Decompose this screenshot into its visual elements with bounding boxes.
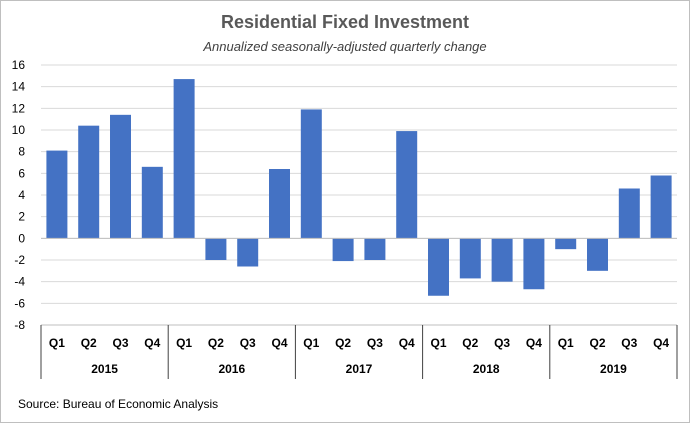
y-tick-label: -6 [14, 296, 25, 310]
source-note: Source: Bureau of Economic Analysis [18, 397, 218, 411]
y-tick-label: 2 [18, 210, 25, 224]
quarter-label: Q3 [112, 336, 128, 350]
bar [173, 79, 195, 239]
y-tick-label: 10 [12, 123, 26, 137]
bar [237, 238, 259, 267]
y-tick-label: 12 [12, 101, 26, 115]
bar [205, 238, 227, 260]
bar [396, 131, 418, 239]
bar [587, 238, 608, 271]
quarter-label: Q4 [653, 336, 669, 350]
bar [618, 188, 640, 239]
chart-subtitle: Annualized seasonally-adjusted quarterly… [202, 39, 486, 54]
quarter-label: Q4 [399, 336, 415, 350]
quarter-label: Q2 [81, 336, 97, 350]
year-label: 2016 [218, 362, 245, 376]
year-label: 2015 [91, 362, 118, 376]
y-tick-label: 0 [18, 231, 25, 245]
year-label: 2018 [473, 362, 500, 376]
quarter-label: Q2 [335, 336, 351, 350]
quarter-label: Q4 [144, 336, 160, 350]
quarter-label: Q2 [589, 336, 605, 350]
quarter-label: Q3 [240, 336, 256, 350]
bar [300, 109, 322, 239]
bar [650, 175, 672, 239]
bar [46, 150, 68, 239]
year-label: 2017 [346, 362, 373, 376]
bar [78, 125, 100, 239]
bar [491, 238, 513, 282]
bar [269, 169, 290, 239]
quarter-label: Q2 [208, 336, 224, 350]
y-tick-label: -2 [14, 253, 25, 267]
bar [459, 238, 481, 279]
quarter-label: Q3 [494, 336, 510, 350]
quarter-label: Q4 [271, 336, 287, 350]
quarter-label: Q4 [526, 336, 542, 350]
y-axis-ticks: 16 14 12 10 8 6 4 2 0 -2 -4 -6 -8 [12, 58, 26, 332]
bar [110, 114, 131, 239]
bar [523, 238, 545, 290]
bar [428, 238, 449, 296]
bar [364, 238, 386, 260]
quarter-label: Q1 [303, 336, 319, 350]
quarter-label: Q2 [462, 336, 478, 350]
y-tick-label: -8 [14, 318, 25, 332]
y-tick-label: -4 [14, 275, 25, 289]
bar [332, 238, 354, 262]
quarter-label: Q3 [367, 336, 383, 350]
y-tick-label: 16 [12, 58, 26, 72]
bar [555, 238, 577, 250]
gridlines [41, 64, 677, 326]
quarter-label: Q1 [49, 336, 65, 350]
chart-title: Residential Fixed Investment [221, 12, 469, 32]
y-tick-label: 4 [18, 188, 25, 202]
y-tick-label: 6 [18, 166, 25, 180]
y-tick-label: 14 [12, 80, 26, 94]
x-axis: Q1 Q2 Q3 Q4 2015 Q1 Q2 Q3 Q4 2016 Q1 Q2 Q3 Q4 2017 Q1 Q2… [40, 237, 678, 379]
quarter-label: Q1 [558, 336, 574, 350]
quarter-label: Q1 [430, 336, 446, 350]
quarter-label: Q3 [621, 336, 637, 350]
y-tick-label: 8 [18, 145, 25, 159]
bar [141, 166, 163, 239]
bars [46, 79, 672, 296]
year-label: 2019 [600, 362, 627, 376]
quarter-label: Q1 [176, 336, 192, 350]
